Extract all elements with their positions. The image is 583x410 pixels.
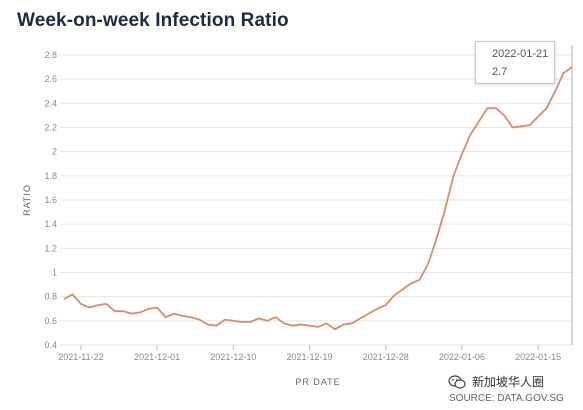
y-tick-labels: 0.4 0.6 0.8 1 1.2 1.4 1.6 1.8 2 2.2 2.4 2.6 2.8	[44, 50, 57, 350]
y-tick-label: 1	[52, 268, 57, 278]
x-axis-title: PR DATE	[295, 377, 340, 387]
x-tick-label: 2021-12-19	[287, 352, 333, 362]
y-tick-label: 1.6	[44, 195, 57, 205]
y-tick-label: 2.4	[44, 98, 57, 108]
x-tick-label: 2022-01-15	[515, 352, 561, 362]
series-layer	[63, 66, 573, 331]
y-tick-label: 0.8	[44, 292, 57, 302]
y-tick-label: 1.2	[44, 243, 57, 253]
grid-lines	[60, 45, 573, 350]
wechat-icon	[448, 374, 466, 389]
y-tick-label: 2.2	[44, 123, 57, 133]
x-tick-label: 2021-12-10	[210, 352, 256, 362]
y-axis-title: RATIO	[22, 184, 32, 216]
chart-title: Week-on-week Infection Ratio	[17, 10, 289, 31]
watermark-text: 新加坡华人圈	[472, 375, 545, 389]
x-tick-label: 2021-12-01	[134, 352, 180, 362]
tooltip-value: 2.7	[492, 66, 508, 78]
watermark: 新加坡华人圈	[448, 373, 544, 390]
series-line	[63, 66, 573, 331]
source-note: SOURCE: DATA.GOV.SG	[449, 393, 564, 404]
y-tick-label: 2	[52, 147, 57, 157]
y-tick-label: 1.8	[44, 171, 57, 181]
x-tick-label: 2021-11-22	[58, 352, 103, 362]
x-tick-label: 2022-01-06	[439, 352, 485, 362]
x-tick-label: 2021-12-28	[363, 352, 409, 362]
y-tick-label: 0.4	[44, 340, 57, 350]
y-tick-label: 0.6	[44, 316, 57, 326]
x-tick-labels: 2021-11-22 2021-12-01 2021-12-10 2021-12-19…	[58, 352, 561, 362]
y-tick-label: 1.4	[44, 219, 57, 229]
y-tick-label: 2.8	[44, 50, 57, 60]
data-tooltip: 2022-01-21 2.7	[475, 41, 555, 84]
y-tick-label: 2.6	[44, 74, 57, 84]
tooltip-date: 2022-01-21	[492, 48, 549, 60]
